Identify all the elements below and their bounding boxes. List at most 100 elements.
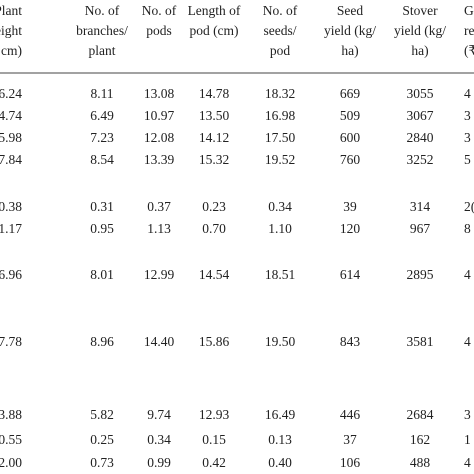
cell: 488 [410, 455, 431, 470]
cell: 669 [340, 86, 361, 101]
cell: 1.10 [268, 221, 292, 236]
cell: 14.40 [144, 334, 175, 349]
cell: 9.74 [147, 407, 171, 422]
cell: 4 [464, 455, 471, 470]
header-cell: seeds/ [264, 23, 297, 38]
cell: 16.98 [265, 108, 296, 123]
cell: 614 [340, 267, 361, 282]
cell: 0.95 [90, 221, 114, 236]
header-cell: pod (cm) [189, 23, 238, 38]
cell: 1.17 [0, 221, 22, 236]
cell: 0.73 [90, 455, 114, 470]
cell: 6.49 [90, 108, 114, 123]
cell: 3055 [407, 86, 434, 101]
cell: 600 [340, 130, 361, 145]
cell: 7.84 [0, 152, 22, 167]
cell: 13.08 [144, 86, 175, 101]
cell: 1 [464, 432, 471, 447]
cell: 6.96 [0, 267, 22, 282]
cell: 0.99 [147, 455, 171, 470]
cell: 0.15 [202, 432, 226, 447]
cell: 6.24 [0, 86, 22, 101]
cell: 7.78 [0, 334, 22, 349]
header-cell: re [464, 23, 474, 38]
header-cell: plant [89, 43, 116, 58]
header-cell: yield (kg/ [394, 23, 446, 38]
cell: 8.96 [90, 334, 114, 349]
cell: 5.98 [0, 130, 22, 145]
cell: 8.54 [90, 152, 114, 167]
cell: 2840 [407, 130, 434, 145]
cell: 2( [464, 199, 474, 214]
header-cell: No. of [142, 3, 177, 18]
cell: 14.54 [199, 267, 230, 282]
cell: 0.55 [0, 432, 22, 447]
cell: 843 [340, 334, 361, 349]
cell: 314 [410, 199, 431, 214]
cell: 446 [340, 407, 361, 422]
cell: 106 [340, 455, 361, 470]
cell: 2895 [407, 267, 434, 282]
cell: 2.00 [0, 455, 22, 470]
cell: 509 [340, 108, 361, 123]
header-cell: ha) [411, 43, 428, 58]
header-cell: ha) [341, 43, 358, 58]
cell: 39 [343, 199, 357, 214]
cell: 0.70 [202, 221, 226, 236]
cell: 8.11 [90, 86, 113, 101]
header-cell: Stover [402, 3, 438, 18]
cell: 8.01 [90, 267, 114, 282]
header-cell: Length of [188, 3, 241, 18]
cell: 3 [464, 108, 471, 123]
cell: 17.50 [265, 130, 296, 145]
cell: 1.13 [147, 221, 171, 236]
cell: 13.39 [144, 152, 175, 167]
cell: 10.97 [144, 108, 175, 123]
header-cell: Seed [337, 3, 363, 18]
header-cell: No. of [263, 3, 298, 18]
cell: 3252 [407, 152, 434, 167]
cell: 19.52 [265, 152, 295, 167]
cell: 120 [340, 221, 361, 236]
cell: 0.40 [268, 455, 292, 470]
cell: 18.32 [265, 86, 295, 101]
cell: 4 [464, 86, 471, 101]
header-cell: No. of [85, 3, 120, 18]
header-cell: branches/ [76, 23, 128, 38]
cell: 0.34 [268, 199, 292, 214]
cell: 12.08 [144, 130, 175, 145]
cell: 0.37 [147, 199, 171, 214]
cell: 12.99 [144, 267, 175, 282]
cell: 12.93 [199, 407, 230, 422]
cell: 14.12 [199, 130, 229, 145]
cell: 0.31 [90, 199, 114, 214]
cell: 3067 [407, 108, 434, 123]
header-cell: pod [270, 43, 291, 58]
cell: 18.51 [265, 267, 295, 282]
cell: 15.86 [199, 334, 230, 349]
header-cell: cm) [1, 43, 22, 58]
cell: 5.82 [90, 407, 114, 422]
cell: 3.88 [0, 407, 22, 422]
header-cell: (₹ [464, 43, 474, 58]
cell: 14.78 [199, 86, 230, 101]
cell: 760 [340, 152, 361, 167]
cell: 19.50 [265, 334, 296, 349]
header-cell: yield (kg/ [324, 23, 376, 38]
cell: 3 [464, 407, 471, 422]
cell: 0.23 [202, 199, 226, 214]
header-cell: eight [0, 23, 22, 38]
cell: 0.38 [0, 199, 22, 214]
cell: 0.42 [202, 455, 226, 470]
cell: 4.74 [0, 108, 22, 123]
cell: 8 [464, 221, 471, 236]
cell: 7.23 [90, 130, 114, 145]
cell: 0.34 [147, 432, 171, 447]
header-cell: G [464, 3, 474, 18]
cell: 37 [343, 432, 357, 447]
cell: 13.50 [199, 108, 230, 123]
cell: 4 [464, 267, 471, 282]
cell: 5 [464, 152, 471, 167]
cell: 16.49 [265, 407, 296, 422]
